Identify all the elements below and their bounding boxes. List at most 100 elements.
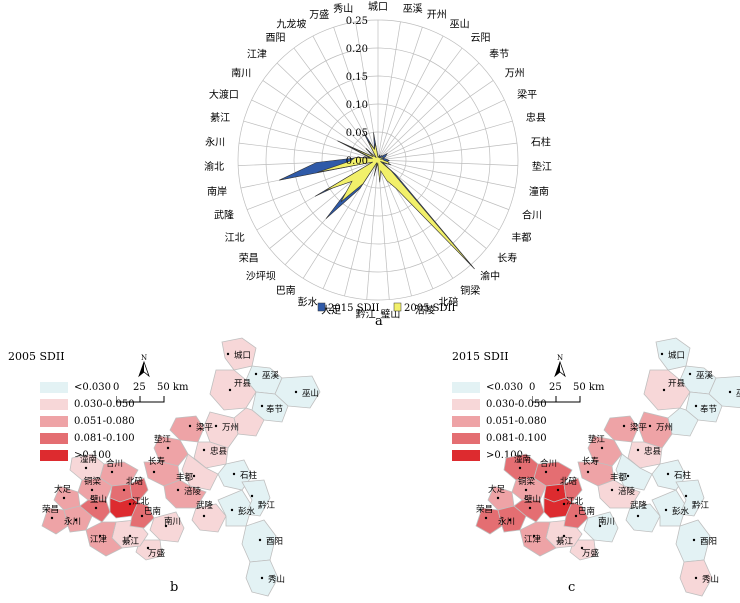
legend-label: 0.081-0.100 xyxy=(74,432,135,444)
city-label: 开县 xyxy=(234,379,252,389)
radar-category-label: 潼南 xyxy=(529,185,549,198)
city-label: 垫江 xyxy=(154,434,172,445)
city-dot xyxy=(84,466,88,470)
city-dot xyxy=(684,494,688,498)
radar-spoke xyxy=(377,159,510,210)
map-legend-2015: <0.030 0.030-0.050 0.051-0.080 0.081-0.1… xyxy=(452,380,547,465)
city-dot xyxy=(226,352,230,356)
city-dot xyxy=(692,538,696,542)
city-dot xyxy=(496,496,500,500)
region-nanchuan xyxy=(149,511,185,543)
legend-swatch xyxy=(452,415,480,427)
legend-swatch xyxy=(317,302,326,312)
city-label: 江北 xyxy=(132,497,150,507)
radar-spoke xyxy=(377,142,518,161)
legend-swatch xyxy=(40,449,68,461)
radar-category-label: 南岸 xyxy=(207,185,227,198)
city-dot xyxy=(622,424,626,428)
city-label: 开县 xyxy=(668,379,686,389)
radar-category-label: 涪陵 xyxy=(415,304,435,317)
radar-category-label: 渝北 xyxy=(204,160,224,173)
scale-50: 50 km xyxy=(573,382,605,393)
map-title-2005: 2005 SDII xyxy=(8,350,65,363)
city-dot xyxy=(600,446,604,450)
city-dot xyxy=(562,502,566,506)
city-dot xyxy=(228,388,232,392)
radar-category-label: 万盛 xyxy=(309,8,329,21)
radar-category-label: 丰都 xyxy=(511,231,531,244)
legend-label: 0.081-0.100 xyxy=(486,432,547,444)
region-jiangjin xyxy=(519,521,557,557)
legend-swatch xyxy=(40,381,68,393)
region-rongchang xyxy=(41,507,69,535)
legend-item: 0.030-0.050 xyxy=(452,397,547,411)
legend-label: 2005 SDII xyxy=(404,303,455,314)
city-dot xyxy=(254,372,258,376)
city-dot xyxy=(188,424,192,428)
region-qianjiang xyxy=(241,479,271,517)
city-dot xyxy=(694,404,698,408)
city-label: 城口 xyxy=(234,351,251,361)
legend-swatch xyxy=(452,381,480,393)
radar-series-2005-sdii xyxy=(317,140,473,268)
north-arrow: N xyxy=(554,354,566,378)
radar-tick-label: 0.25 xyxy=(346,16,368,27)
legend-swatch xyxy=(452,432,480,444)
region-wulong xyxy=(191,503,227,533)
city-dot xyxy=(508,518,512,522)
legend-swatch xyxy=(393,302,402,312)
city-dot xyxy=(294,390,298,394)
legend-item: >0.100 xyxy=(452,448,547,462)
city-dot xyxy=(110,470,114,474)
radar-spoke xyxy=(344,159,379,297)
city-dot xyxy=(122,488,126,492)
radar-spoke xyxy=(333,27,379,161)
city-label: 梁平 xyxy=(196,423,214,433)
city-label: 奉节 xyxy=(700,404,718,415)
city-label: 武隆 xyxy=(196,500,214,511)
city-label: 巴南 xyxy=(578,506,595,517)
region-nanchuan xyxy=(583,511,619,543)
region-bishan xyxy=(79,499,111,523)
city-label: 梁平 xyxy=(630,423,648,433)
scale-25: 25 xyxy=(133,382,146,393)
region-jiangjin xyxy=(85,521,123,557)
city-label: 丰都 xyxy=(176,472,194,483)
legend-item: <0.030 xyxy=(452,380,547,394)
city-label: 奉节 xyxy=(266,404,284,415)
city-label: 酉阳 xyxy=(700,537,717,547)
legend-label: 0.030-0.050 xyxy=(486,398,547,410)
city-label: 合川 xyxy=(540,458,557,469)
radar-spoke xyxy=(377,159,516,189)
city-label: 万盛 xyxy=(148,548,166,559)
city-label: 巫溪 xyxy=(262,370,280,381)
radar-category-label: 石柱 xyxy=(531,135,551,148)
scale-0: 0 xyxy=(113,382,120,393)
panel-label-c: c xyxy=(568,580,576,595)
city-label: 江北 xyxy=(566,497,584,507)
city-label: 长寿 xyxy=(148,456,166,467)
radar-tick-label: 0.15 xyxy=(346,72,368,83)
region-wansheng xyxy=(569,539,597,561)
legend-item: 0.051-0.080 xyxy=(452,414,547,428)
radar-spoke xyxy=(377,99,505,161)
radar-category-label: 开州 xyxy=(427,9,447,21)
city-dot xyxy=(648,424,652,428)
city-label: 巫山 xyxy=(736,388,740,399)
panel-label-a: a xyxy=(375,314,383,329)
region-yubei xyxy=(129,477,149,503)
radar-spoke xyxy=(243,120,379,161)
city-label: 万盛 xyxy=(582,548,600,559)
radar-category-label: 秀山 xyxy=(333,3,353,15)
radar-radial-ticks: 0.00 0.05 0.10 0.15 0.20 0.25 xyxy=(346,16,368,167)
radar-category-label: 荣昌 xyxy=(239,252,259,264)
city-dot xyxy=(532,534,536,538)
city-dot xyxy=(202,514,206,518)
city-label: 铜梁 xyxy=(518,476,536,487)
radar-tick-label: 0.20 xyxy=(346,44,368,55)
city-dot xyxy=(176,488,180,492)
radar-category-label: 大渡口 xyxy=(209,88,239,101)
radar-tick-label: 0.00 xyxy=(346,156,368,167)
